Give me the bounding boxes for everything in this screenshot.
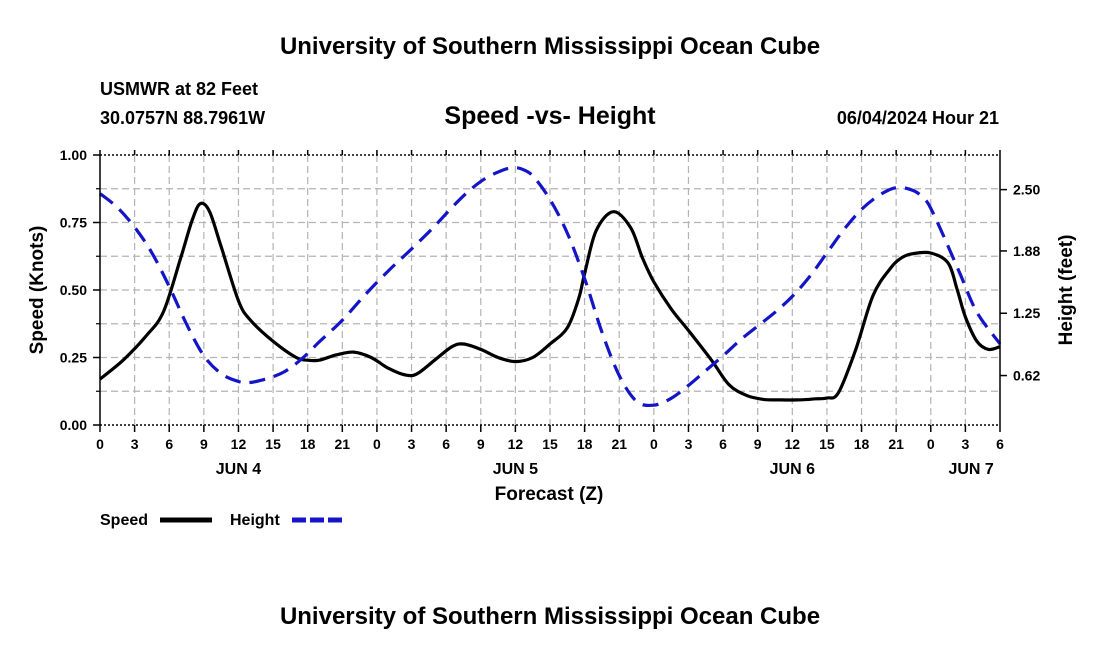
x-tick-label: 0: [96, 436, 104, 452]
y-left-tick-label: 0.75: [60, 215, 87, 231]
x-tick-label: 0: [373, 436, 381, 452]
x-tick-label: 3: [685, 436, 693, 452]
x-tick-label: 21: [888, 436, 904, 452]
x-day-label: JUN 6: [770, 461, 815, 478]
footer-title: University of Southern Mississippi Ocean…: [280, 603, 820, 630]
x-tick-label: 15: [819, 436, 835, 452]
x-tick-label: 9: [754, 436, 762, 452]
y-left-tick-label: 1.00: [60, 147, 87, 163]
grid-lines: [100, 155, 1000, 425]
legend-height-label: Height: [230, 512, 280, 529]
x-day-label: JUN 5: [493, 461, 538, 478]
y-right-tick-label: 1.25: [1013, 305, 1040, 321]
x-tick-label: 15: [542, 436, 558, 452]
x-tick-label: 0: [650, 436, 658, 452]
x-tick-label: 6: [442, 436, 450, 452]
x-tick-label: 18: [577, 436, 593, 452]
x-tick-label: 9: [477, 436, 485, 452]
x-tick-label: 15: [265, 436, 281, 452]
y-left-tick-label: 0.50: [60, 282, 87, 298]
chart-title: Speed -vs- Height: [444, 102, 656, 130]
x-tick-label: 6: [165, 436, 173, 452]
legend-speed-label: Speed: [100, 512, 148, 529]
axes: 0 3 6 9 12 15 18 21 0 3 6 9 12 15 18 21 0 3 6 9 12 15 18 21 0 3 6J…: [60, 147, 1041, 478]
x-day-label: JUN 4: [216, 461, 261, 478]
speed-series-line: [98, 201, 1001, 402]
x-tick-label: 3: [131, 436, 139, 452]
x-tick-label: 3: [408, 436, 416, 452]
station-label: USMWR at 82 Feet: [100, 79, 258, 99]
x-tick-label: 21: [611, 436, 627, 452]
x-tick-label: 3: [961, 436, 969, 452]
x-tick-label: 12: [231, 436, 247, 452]
y-left-tick-label: 0.25: [60, 350, 87, 366]
x-tick-label: 6: [719, 436, 727, 452]
x-tick-label: 12: [785, 436, 801, 452]
x-tick-label: 6: [996, 436, 1004, 452]
y-right-tick-label: 0.62: [1013, 368, 1040, 384]
x-tick-label: 18: [300, 436, 316, 452]
x-tick-label: 18: [854, 436, 870, 452]
y-right-tick-label: 1.88: [1013, 243, 1040, 259]
plot-series: [98, 166, 1002, 408]
y-axis-right-label: Height (feet): [1056, 235, 1077, 346]
x-axis-label: Forecast (Z): [495, 484, 604, 505]
x-tick-label: 0: [927, 436, 935, 452]
page-title: University of Southern Mississippi Ocean…: [280, 33, 820, 60]
y-left-tick-label: 0.00: [60, 417, 87, 433]
height-series-line: [99, 166, 1002, 408]
station-coordinates: 30.0757N 88.7961W: [100, 108, 265, 128]
x-tick-label: 9: [200, 436, 208, 452]
x-tick-label: 12: [508, 436, 524, 452]
legend: Speed Height: [100, 512, 342, 529]
forecast-timestamp: 06/04/2024 Hour 21: [837, 108, 999, 128]
y-axis-left-label: Speed (Knots): [27, 226, 48, 355]
x-day-label: JUN 7: [948, 461, 993, 478]
y-right-tick-label: 2.50: [1013, 182, 1040, 198]
x-tick-label: 21: [335, 436, 351, 452]
